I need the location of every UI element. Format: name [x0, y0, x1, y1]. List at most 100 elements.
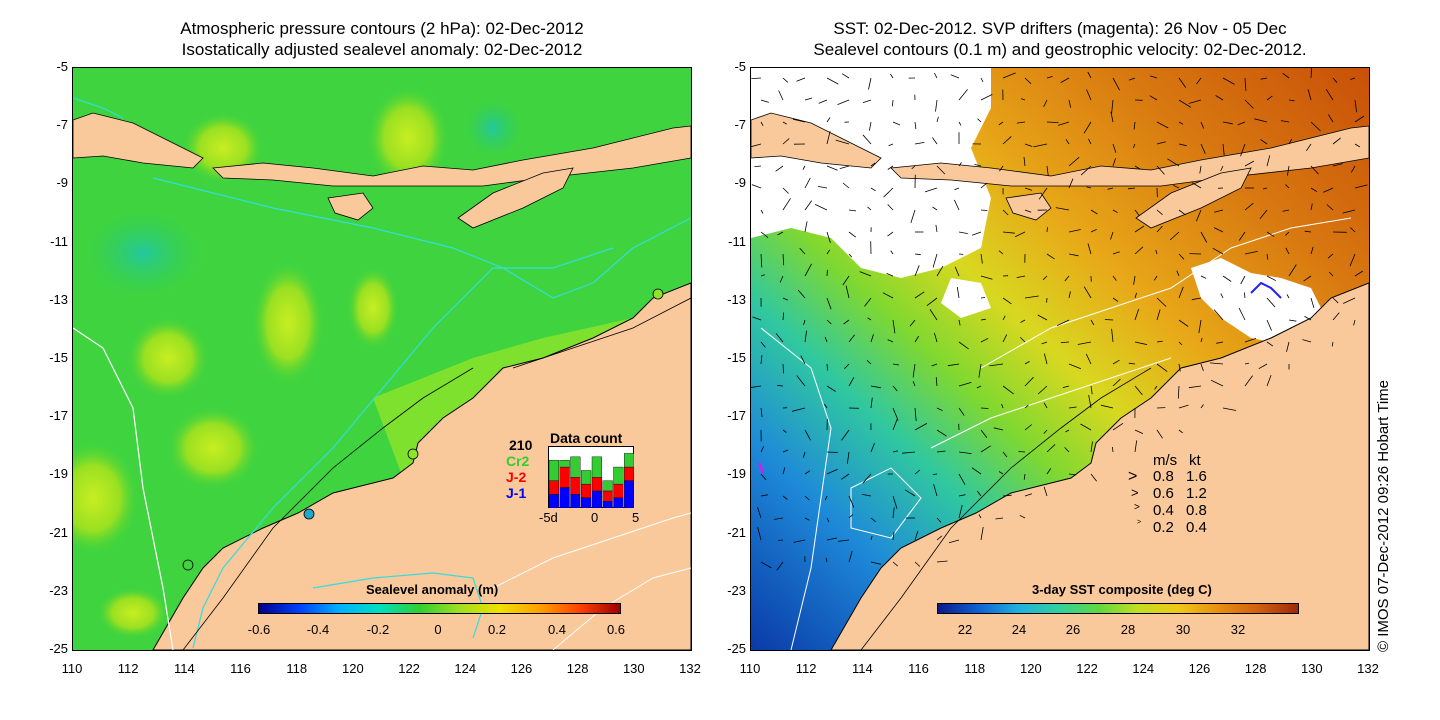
velocity-arrow — [1266, 297, 1276, 308]
velocity-arrow — [1023, 157, 1026, 167]
velocity-arrow — [958, 407, 965, 416]
velocity-arrow — [1260, 77, 1268, 80]
velocity-arrow — [1041, 341, 1048, 345]
velocity-arrow — [978, 514, 982, 519]
velocity-arrow — [1191, 182, 1202, 189]
velocity-arrow — [1285, 231, 1290, 236]
data-count-tick: 0 — [591, 510, 599, 525]
velocity-arrow — [910, 209, 916, 224]
velocity-arrow — [1024, 209, 1032, 213]
sst-colorbar-title: 3-day SST composite (deg C) — [1032, 582, 1212, 597]
velocity-arrow — [1331, 341, 1334, 347]
velocity-arrow — [1178, 286, 1184, 299]
tide-gauge-marker[interactable] — [652, 288, 664, 300]
velocity-arrow — [1107, 187, 1114, 190]
velocity-arrow — [934, 72, 938, 79]
velocity-arrow — [1310, 187, 1318, 193]
velocity-arrow — [1024, 361, 1030, 365]
velocity-arrow — [782, 187, 789, 194]
velocity-arrow — [845, 285, 850, 299]
velocity-arrow — [1244, 77, 1247, 91]
velocity-arrow — [1111, 328, 1114, 343]
sst-colorbar-tick: 24 — [1011, 622, 1027, 637]
pressure-contour — [492, 512, 691, 589]
velocity-arrow — [1222, 275, 1232, 282]
sla-colorbar-tick: 0.4 — [547, 622, 567, 637]
velocity-arrow — [1280, 120, 1290, 123]
velocity-arrow — [837, 539, 850, 542]
velocity-arrow — [870, 187, 876, 192]
velocity-arrow — [924, 187, 938, 193]
velocity-arrow — [1038, 187, 1048, 200]
velocity-arrow — [1222, 77, 1235, 85]
velocity-arrow — [782, 77, 789, 83]
velocity-arrow — [935, 377, 938, 387]
tide-gauge-marker[interactable] — [303, 508, 315, 520]
tide-gauge-marker[interactable] — [407, 448, 419, 460]
velocity-arrow — [782, 467, 786, 475]
velocity-arrow — [1077, 341, 1092, 345]
velocity-arrow — [1020, 98, 1026, 101]
velocity-arrow — [958, 121, 962, 126]
velocity-arrow — [1037, 385, 1048, 395]
velocity-arrow — [796, 77, 806, 82]
sst-colorbar-tick: 30 — [1175, 622, 1191, 637]
velocity-arrow — [1090, 473, 1098, 482]
lat-tick-label: -15 — [727, 350, 746, 365]
velocity-arrow — [1156, 141, 1166, 145]
lat-tick-label: -23 — [727, 582, 746, 598]
velocity-arrow — [1210, 379, 1224, 387]
velocity-arrow — [1288, 99, 1295, 102]
velocity-arrow — [892, 385, 898, 392]
velocity-arrow — [1200, 143, 1206, 154]
velocity-arrow — [1068, 363, 1082, 370]
velocity-arrow — [1304, 230, 1312, 233]
lon-tick-label: 126 — [1188, 661, 1211, 676]
velocity-arrow — [1055, 207, 1070, 211]
lat-tick-label: -17 — [49, 408, 68, 424]
velocity-arrow — [886, 273, 894, 277]
velocity-arrow — [760, 473, 767, 481]
velocity-arrow — [902, 451, 916, 454]
lon-tick-label: 118 — [286, 661, 308, 676]
lon-tick-label: 122 — [398, 661, 420, 676]
sst-colorbar — [937, 603, 1299, 614]
tide-gauge-marker[interactable] — [182, 559, 194, 571]
isobath-contour — [860, 367, 1152, 650]
velocity-arrow — [1213, 209, 1224, 213]
velocity-arrow — [804, 177, 811, 189]
velocity-arrow — [802, 451, 806, 458]
velocity-arrow — [751, 385, 762, 388]
velocity-arrow — [1046, 253, 1055, 260]
velocity-arrow — [797, 289, 806, 299]
velocity-arrow — [1323, 187, 1334, 193]
velocity-arrow — [826, 117, 831, 123]
velocity-arrow — [777, 539, 784, 541]
mission-j1-label: J-1 — [506, 485, 527, 501]
sla-low-blob — [463, 98, 523, 158]
velocity-arrow — [1134, 385, 1143, 396]
velocity-arrow — [866, 360, 872, 365]
velocity-arrow — [1090, 209, 1098, 215]
velocity-arrow — [1086, 89, 1092, 101]
velocity-arrow — [802, 165, 806, 170]
velocity-arrow — [782, 121, 787, 125]
velocity-arrow — [1042, 275, 1048, 281]
velocity-arrow — [1176, 270, 1180, 277]
velocity-arrow — [1237, 121, 1246, 126]
velocity-arrow — [1169, 231, 1180, 241]
velocity-arrow — [751, 143, 762, 148]
velocity-arrow — [751, 77, 762, 79]
velocity-arrow — [870, 385, 881, 389]
velocity-arrow — [935, 224, 938, 233]
velocity-arrow — [980, 182, 987, 189]
sealevel-anomaly-map[interactable] — [72, 67, 692, 651]
lat-tick-label: -19 — [49, 466, 68, 482]
velocity-arrow — [1266, 95, 1273, 101]
velocity-arrow — [936, 535, 943, 541]
sla-high-blob — [98, 588, 168, 638]
velocity-arrow — [1156, 340, 1163, 343]
speed-legend-ms: 0.6 — [1153, 485, 1174, 502]
velocity-arrow — [950, 74, 960, 79]
sst-map[interactable] — [750, 67, 1370, 651]
